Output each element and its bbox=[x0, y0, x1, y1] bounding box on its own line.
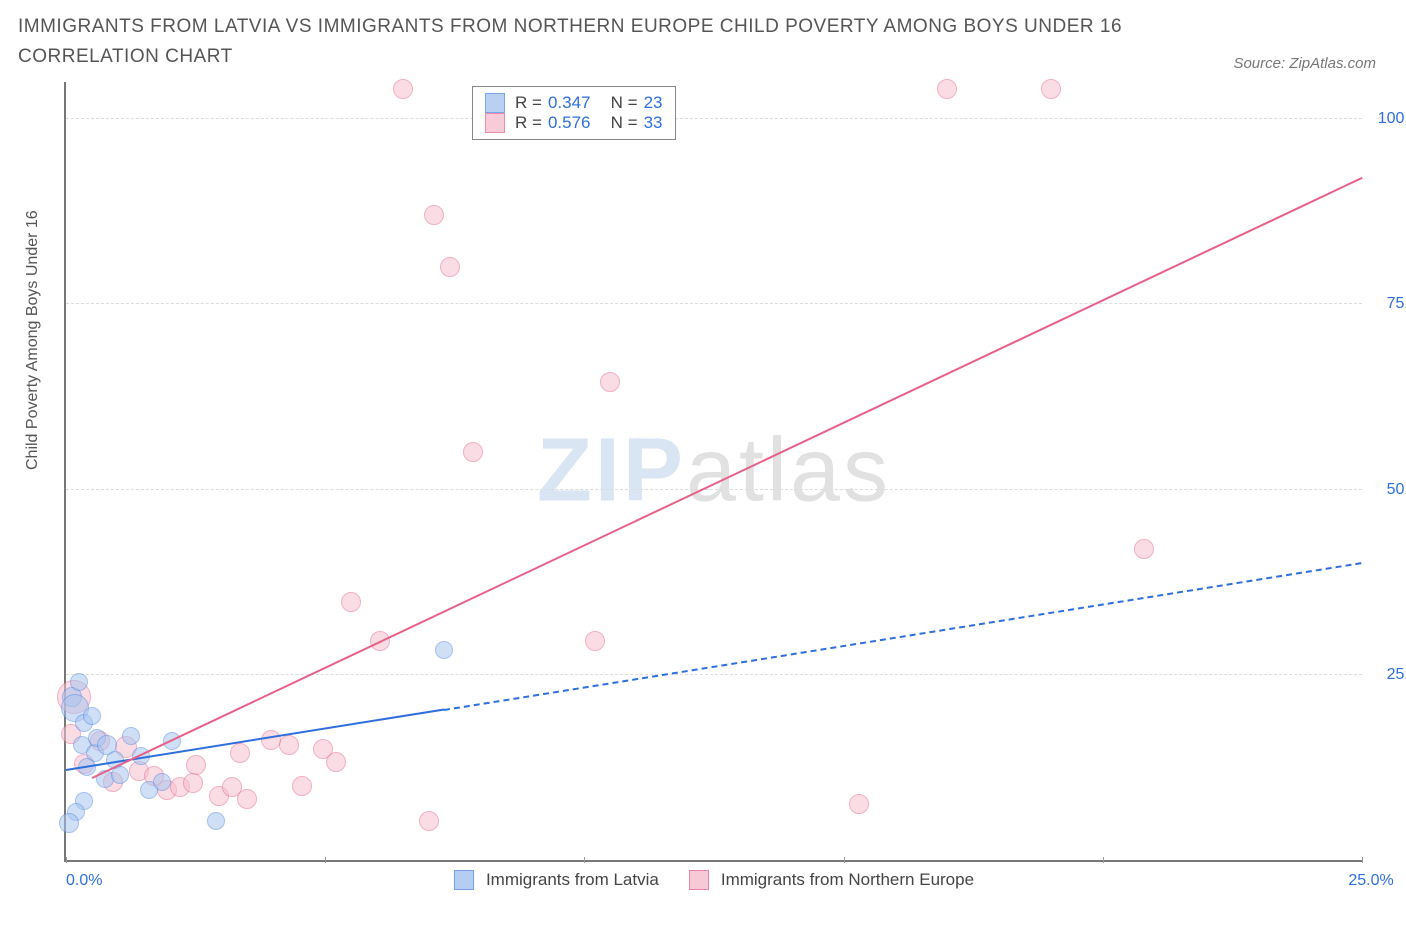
y-tick-label: 75.0% bbox=[1372, 295, 1406, 313]
legend-swatch bbox=[689, 870, 709, 890]
plot-area: ZIPatlas 25.0%50.0%75.0%100.0%0.0%25.0%R… bbox=[64, 82, 1362, 862]
legend-n-label: N = bbox=[596, 113, 637, 133]
data-point-neurope bbox=[261, 730, 281, 750]
watermark-part2: atlas bbox=[686, 421, 891, 521]
data-point-neurope bbox=[419, 811, 439, 831]
series-legend-label: Immigrants from Latvia bbox=[486, 870, 659, 890]
data-point-neurope bbox=[393, 79, 413, 99]
data-point-neurope bbox=[341, 592, 361, 612]
series-legend-item: Immigrants from Northern Europe bbox=[689, 870, 974, 890]
legend-n-label: N = bbox=[596, 93, 637, 113]
series-legend-item: Immigrants from Latvia bbox=[454, 870, 659, 890]
legend-n-value: 33 bbox=[644, 113, 663, 133]
x-tick bbox=[1103, 857, 1104, 863]
stats-legend-row: R = 0.347 N = 23 bbox=[485, 93, 663, 113]
data-point-latvia bbox=[435, 641, 453, 659]
data-point-neurope bbox=[292, 776, 312, 796]
data-point-latvia bbox=[153, 773, 171, 791]
gridline-h bbox=[66, 118, 1362, 119]
data-point-neurope bbox=[1134, 539, 1154, 559]
x-tick bbox=[66, 857, 67, 863]
data-point-latvia bbox=[59, 813, 79, 833]
watermark: ZIPatlas bbox=[537, 420, 891, 523]
data-point-latvia bbox=[122, 727, 140, 745]
trend-line bbox=[444, 562, 1362, 711]
gridline-h bbox=[66, 489, 1362, 490]
x-tick bbox=[584, 857, 585, 863]
data-point-neurope bbox=[230, 743, 250, 763]
trend-line bbox=[91, 176, 1362, 778]
data-point-latvia bbox=[70, 673, 88, 691]
legend-swatch bbox=[454, 870, 474, 890]
y-tick-label: 25.0% bbox=[1372, 666, 1406, 684]
data-point-neurope bbox=[237, 789, 257, 809]
data-point-neurope bbox=[183, 773, 203, 793]
data-point-latvia bbox=[207, 812, 225, 830]
source-credit: Source: ZipAtlas.com bbox=[1233, 55, 1376, 72]
gridline-h bbox=[66, 303, 1362, 304]
y-tick-label: 100.0% bbox=[1372, 110, 1406, 128]
legend-r-value: 0.576 bbox=[548, 113, 591, 133]
legend-swatch bbox=[485, 113, 505, 133]
x-tick bbox=[325, 857, 326, 863]
y-tick-label: 50.0% bbox=[1372, 481, 1406, 499]
legend-swatch bbox=[485, 93, 505, 113]
chart-title: IMMIGRANTS FROM LATVIA VS IMMIGRANTS FRO… bbox=[18, 12, 1198, 73]
legend-r-label: R = bbox=[515, 93, 542, 113]
data-point-neurope bbox=[463, 442, 483, 462]
legend-r-label: R = bbox=[515, 113, 542, 133]
data-point-latvia bbox=[83, 707, 101, 725]
legend-r-value: 0.347 bbox=[548, 93, 591, 113]
x-tick bbox=[1362, 857, 1363, 863]
data-point-neurope bbox=[440, 257, 460, 277]
y-axis-label: Child Poverty Among Boys Under 16 bbox=[24, 210, 42, 470]
data-point-neurope bbox=[1041, 79, 1061, 99]
data-point-neurope bbox=[326, 752, 346, 772]
data-point-neurope bbox=[585, 631, 605, 651]
data-point-neurope bbox=[937, 79, 957, 99]
stats-legend: R = 0.347 N = 23R = 0.576 N = 33 bbox=[472, 86, 676, 140]
data-point-neurope bbox=[600, 372, 620, 392]
data-point-neurope bbox=[424, 205, 444, 225]
legend-n-value: 23 bbox=[644, 93, 663, 113]
stats-legend-row: R = 0.576 N = 33 bbox=[485, 113, 663, 133]
series-legend: Immigrants from Latvia Immigrants from No… bbox=[66, 870, 1362, 890]
series-legend-label: Immigrants from Northern Europe bbox=[721, 870, 974, 890]
data-point-neurope bbox=[279, 735, 299, 755]
gridline-h bbox=[66, 674, 1362, 675]
data-point-neurope bbox=[849, 794, 869, 814]
x-tick bbox=[844, 857, 845, 863]
data-point-neurope bbox=[186, 755, 206, 775]
